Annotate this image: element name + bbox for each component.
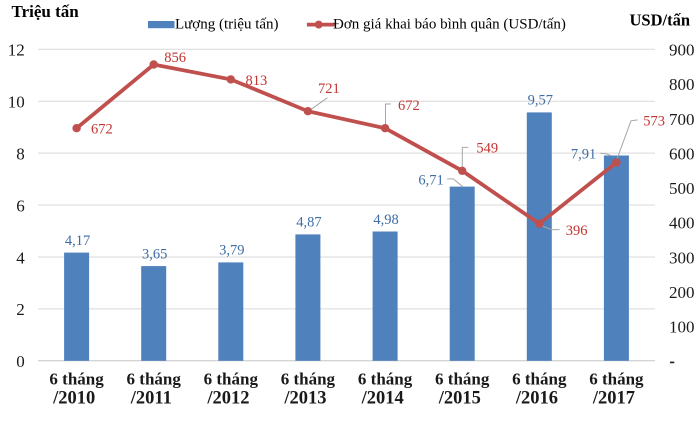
- svg-text:4,17: 4,17: [65, 233, 90, 249]
- svg-text:6 tháng/2013: 6 tháng/2013: [281, 370, 336, 409]
- svg-text:Triệu tấn: Triệu tấn: [12, 2, 80, 21]
- svg-text:6 tháng/2016: 6 tháng/2016: [512, 370, 567, 409]
- svg-text:400: 400: [669, 214, 695, 233]
- svg-text:6: 6: [16, 196, 25, 215]
- svg-text:6 tháng/2012: 6 tháng/2012: [204, 370, 259, 409]
- svg-text:12: 12: [8, 41, 25, 60]
- svg-text:10: 10: [8, 93, 25, 112]
- svg-text:8: 8: [16, 144, 25, 163]
- svg-text:721: 721: [318, 81, 340, 97]
- svg-text:0: 0: [16, 352, 25, 371]
- svg-text:100: 100: [669, 318, 695, 337]
- svg-text:3,65: 3,65: [142, 246, 167, 262]
- svg-text:600: 600: [669, 145, 695, 164]
- svg-text:9,57: 9,57: [528, 93, 553, 109]
- svg-text:4,87: 4,87: [296, 215, 321, 231]
- svg-text:672: 672: [398, 98, 420, 114]
- svg-text:300: 300: [669, 248, 695, 267]
- svg-text:6,71: 6,71: [418, 173, 443, 189]
- svg-text:672: 672: [91, 122, 113, 138]
- svg-text:2: 2: [16, 300, 25, 319]
- svg-text:573: 573: [643, 114, 665, 130]
- svg-text:500: 500: [669, 179, 695, 198]
- svg-text:856: 856: [164, 50, 186, 66]
- svg-text:200: 200: [669, 283, 695, 302]
- svg-text:3,79: 3,79: [219, 243, 244, 259]
- svg-text:Lượng (triệu tấn): Lượng (triệu tấn): [175, 17, 279, 33]
- svg-text:6 tháng/2014: 6 tháng/2014: [358, 370, 413, 409]
- svg-text:4,98: 4,98: [373, 212, 398, 228]
- svg-text:USD/tấn: USD/tấn: [629, 11, 690, 30]
- svg-text:549: 549: [476, 140, 498, 156]
- svg-text:6 tháng/2015: 6 tháng/2015: [435, 370, 490, 409]
- svg-text:813: 813: [246, 73, 268, 89]
- svg-text:7,91: 7,91: [571, 147, 596, 163]
- svg-text:6 tháng/2017: 6 tháng/2017: [589, 370, 644, 409]
- svg-text:800: 800: [669, 75, 695, 94]
- svg-text:Đơn giá khai báo bình quân (US: Đơn giá khai báo bình quân (USD/tấn): [333, 17, 566, 33]
- svg-text:6 tháng/2010: 6 tháng/2010: [49, 370, 104, 409]
- svg-text:4: 4: [16, 248, 25, 267]
- svg-text:396: 396: [566, 223, 588, 239]
- svg-text:900: 900: [669, 41, 695, 60]
- svg-text:700: 700: [669, 110, 695, 129]
- svg-text:6 tháng/2011: 6 tháng/2011: [127, 370, 182, 409]
